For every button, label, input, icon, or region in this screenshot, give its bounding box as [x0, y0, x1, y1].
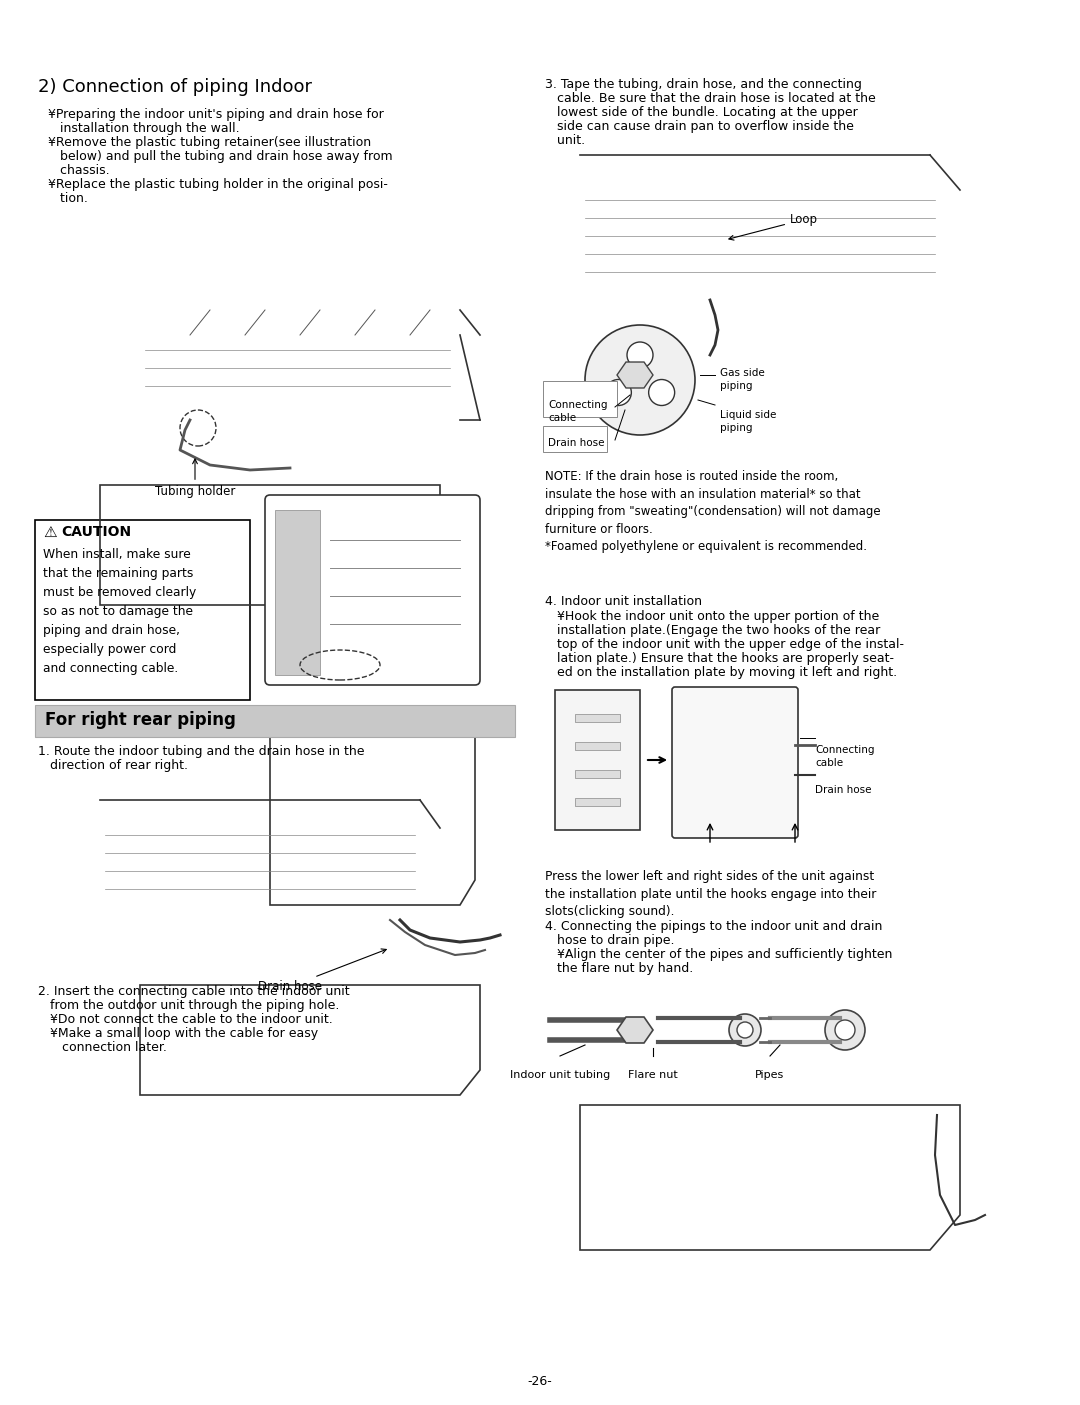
- Text: hose to drain pipe.: hose to drain pipe.: [545, 934, 675, 947]
- Circle shape: [835, 1020, 855, 1040]
- Text: Drain hose: Drain hose: [548, 438, 605, 448]
- Text: Indoor unit tubing: Indoor unit tubing: [510, 1071, 610, 1080]
- Text: For right rear piping: For right rear piping: [45, 711, 235, 729]
- Text: side can cause drain pan to overflow inside the: side can cause drain pan to overflow ins…: [545, 119, 854, 133]
- Text: 1. Route the indoor tubing and the drain hose in the: 1. Route the indoor tubing and the drain…: [38, 745, 365, 759]
- Text: Flare nut: Flare nut: [629, 1071, 678, 1080]
- Circle shape: [729, 1014, 761, 1045]
- Bar: [575, 742, 620, 750]
- Text: lowest side of the bundle. Locating at the upper: lowest side of the bundle. Locating at t…: [545, 105, 858, 119]
- Text: NOTE: If the drain hose is routed inside the room,
insulate the hose with an ins: NOTE: If the drain hose is routed inside…: [545, 471, 880, 554]
- Bar: [35, 705, 515, 738]
- Bar: [575, 798, 620, 806]
- Text: the flare nut by hand.: the flare nut by hand.: [545, 962, 693, 975]
- Text: Pipes: Pipes: [755, 1071, 785, 1080]
- Text: When install, make sure
that the remaining parts
must be removed clearly
so as n: When install, make sure that the remaini…: [43, 548, 197, 674]
- Text: 2) Connection of piping Indoor: 2) Connection of piping Indoor: [38, 79, 312, 96]
- FancyBboxPatch shape: [35, 520, 249, 700]
- Text: installation through the wall.: installation through the wall.: [48, 122, 240, 135]
- Text: from the outdoor unit through the piping hole.: from the outdoor unit through the piping…: [38, 999, 339, 1012]
- Text: ¥Replace the plastic tubing holder in the original posi-: ¥Replace the plastic tubing holder in th…: [48, 178, 388, 191]
- Text: ¥Align the center of the pipes and sufficiently tighten: ¥Align the center of the pipes and suffi…: [545, 948, 892, 961]
- Circle shape: [606, 379, 632, 406]
- Circle shape: [825, 1010, 865, 1050]
- Text: ¥Make a small loop with the cable for easy: ¥Make a small loop with the cable for ea…: [38, 1027, 319, 1040]
- Text: tion.: tion.: [48, 192, 87, 205]
- Text: chassis.: chassis.: [48, 164, 110, 177]
- Text: 4. Indoor unit installation: 4. Indoor unit installation: [545, 594, 702, 608]
- Text: lation plate.) Ensure that the hooks are properly seat-: lation plate.) Ensure that the hooks are…: [545, 652, 894, 665]
- Text: ¥Hook the indoor unit onto the upper portion of the: ¥Hook the indoor unit onto the upper por…: [545, 610, 879, 622]
- Polygon shape: [617, 1017, 653, 1043]
- Text: -26-: -26-: [528, 1375, 552, 1388]
- Text: top of the indoor unit with the upper edge of the instal-: top of the indoor unit with the upper ed…: [545, 638, 904, 651]
- Polygon shape: [617, 362, 653, 388]
- Text: ¥Remove the plastic tubing retainer(see illustration: ¥Remove the plastic tubing retainer(see …: [48, 136, 372, 149]
- FancyBboxPatch shape: [672, 687, 798, 837]
- Text: 2. Insert the connecting cable into the indoor unit: 2. Insert the connecting cable into the …: [38, 985, 350, 998]
- Text: ¥Do not connect the cable to the indoor unit.: ¥Do not connect the cable to the indoor …: [38, 1013, 333, 1026]
- Text: 3. Tape the tubing, drain hose, and the connecting: 3. Tape the tubing, drain hose, and the …: [545, 79, 862, 91]
- FancyBboxPatch shape: [543, 381, 617, 417]
- Text: installation plate.(Engage the two hooks of the rear: installation plate.(Engage the two hooks…: [545, 624, 880, 636]
- Circle shape: [649, 379, 675, 406]
- Text: Press the lower left and right sides of the unit against
the installation plate : Press the lower left and right sides of …: [545, 870, 876, 917]
- Circle shape: [585, 325, 696, 436]
- Text: Tubing holder: Tubing holder: [154, 459, 235, 497]
- Text: direction of rear right.: direction of rear right.: [38, 759, 188, 771]
- Bar: [555, 690, 640, 830]
- Text: Connecting
cable: Connecting cable: [815, 745, 875, 769]
- Text: unit.: unit.: [545, 133, 585, 148]
- Text: ¥Preparing the indoor unit's piping and drain hose for: ¥Preparing the indoor unit's piping and …: [48, 108, 383, 121]
- Text: Drain hose: Drain hose: [258, 948, 387, 993]
- Text: below) and pull the tubing and drain hose away from: below) and pull the tubing and drain hos…: [48, 150, 393, 163]
- Bar: [275, 510, 320, 674]
- Text: Gas side
piping: Gas side piping: [720, 368, 765, 391]
- Text: ed on the installation plate by moving it left and right.: ed on the installation plate by moving i…: [545, 666, 897, 679]
- Circle shape: [627, 341, 653, 368]
- Circle shape: [737, 1021, 753, 1038]
- Text: cable. Be sure that the drain hose is located at the: cable. Be sure that the drain hose is lo…: [545, 91, 876, 105]
- Text: Loop: Loop: [729, 214, 818, 240]
- FancyBboxPatch shape: [265, 495, 480, 686]
- Text: Liquid side
piping: Liquid side piping: [720, 410, 777, 433]
- Text: CAUTION: CAUTION: [60, 525, 131, 540]
- Text: ⚠: ⚠: [43, 525, 56, 540]
- Bar: [575, 714, 620, 722]
- FancyBboxPatch shape: [543, 426, 607, 452]
- Text: Drain hose: Drain hose: [815, 785, 872, 795]
- Text: connection later.: connection later.: [38, 1041, 167, 1054]
- Text: Connecting
cable: Connecting cable: [548, 400, 607, 423]
- Text: 4. Connecting the pipings to the indoor unit and drain: 4. Connecting the pipings to the indoor …: [545, 920, 882, 933]
- Bar: [575, 770, 620, 778]
